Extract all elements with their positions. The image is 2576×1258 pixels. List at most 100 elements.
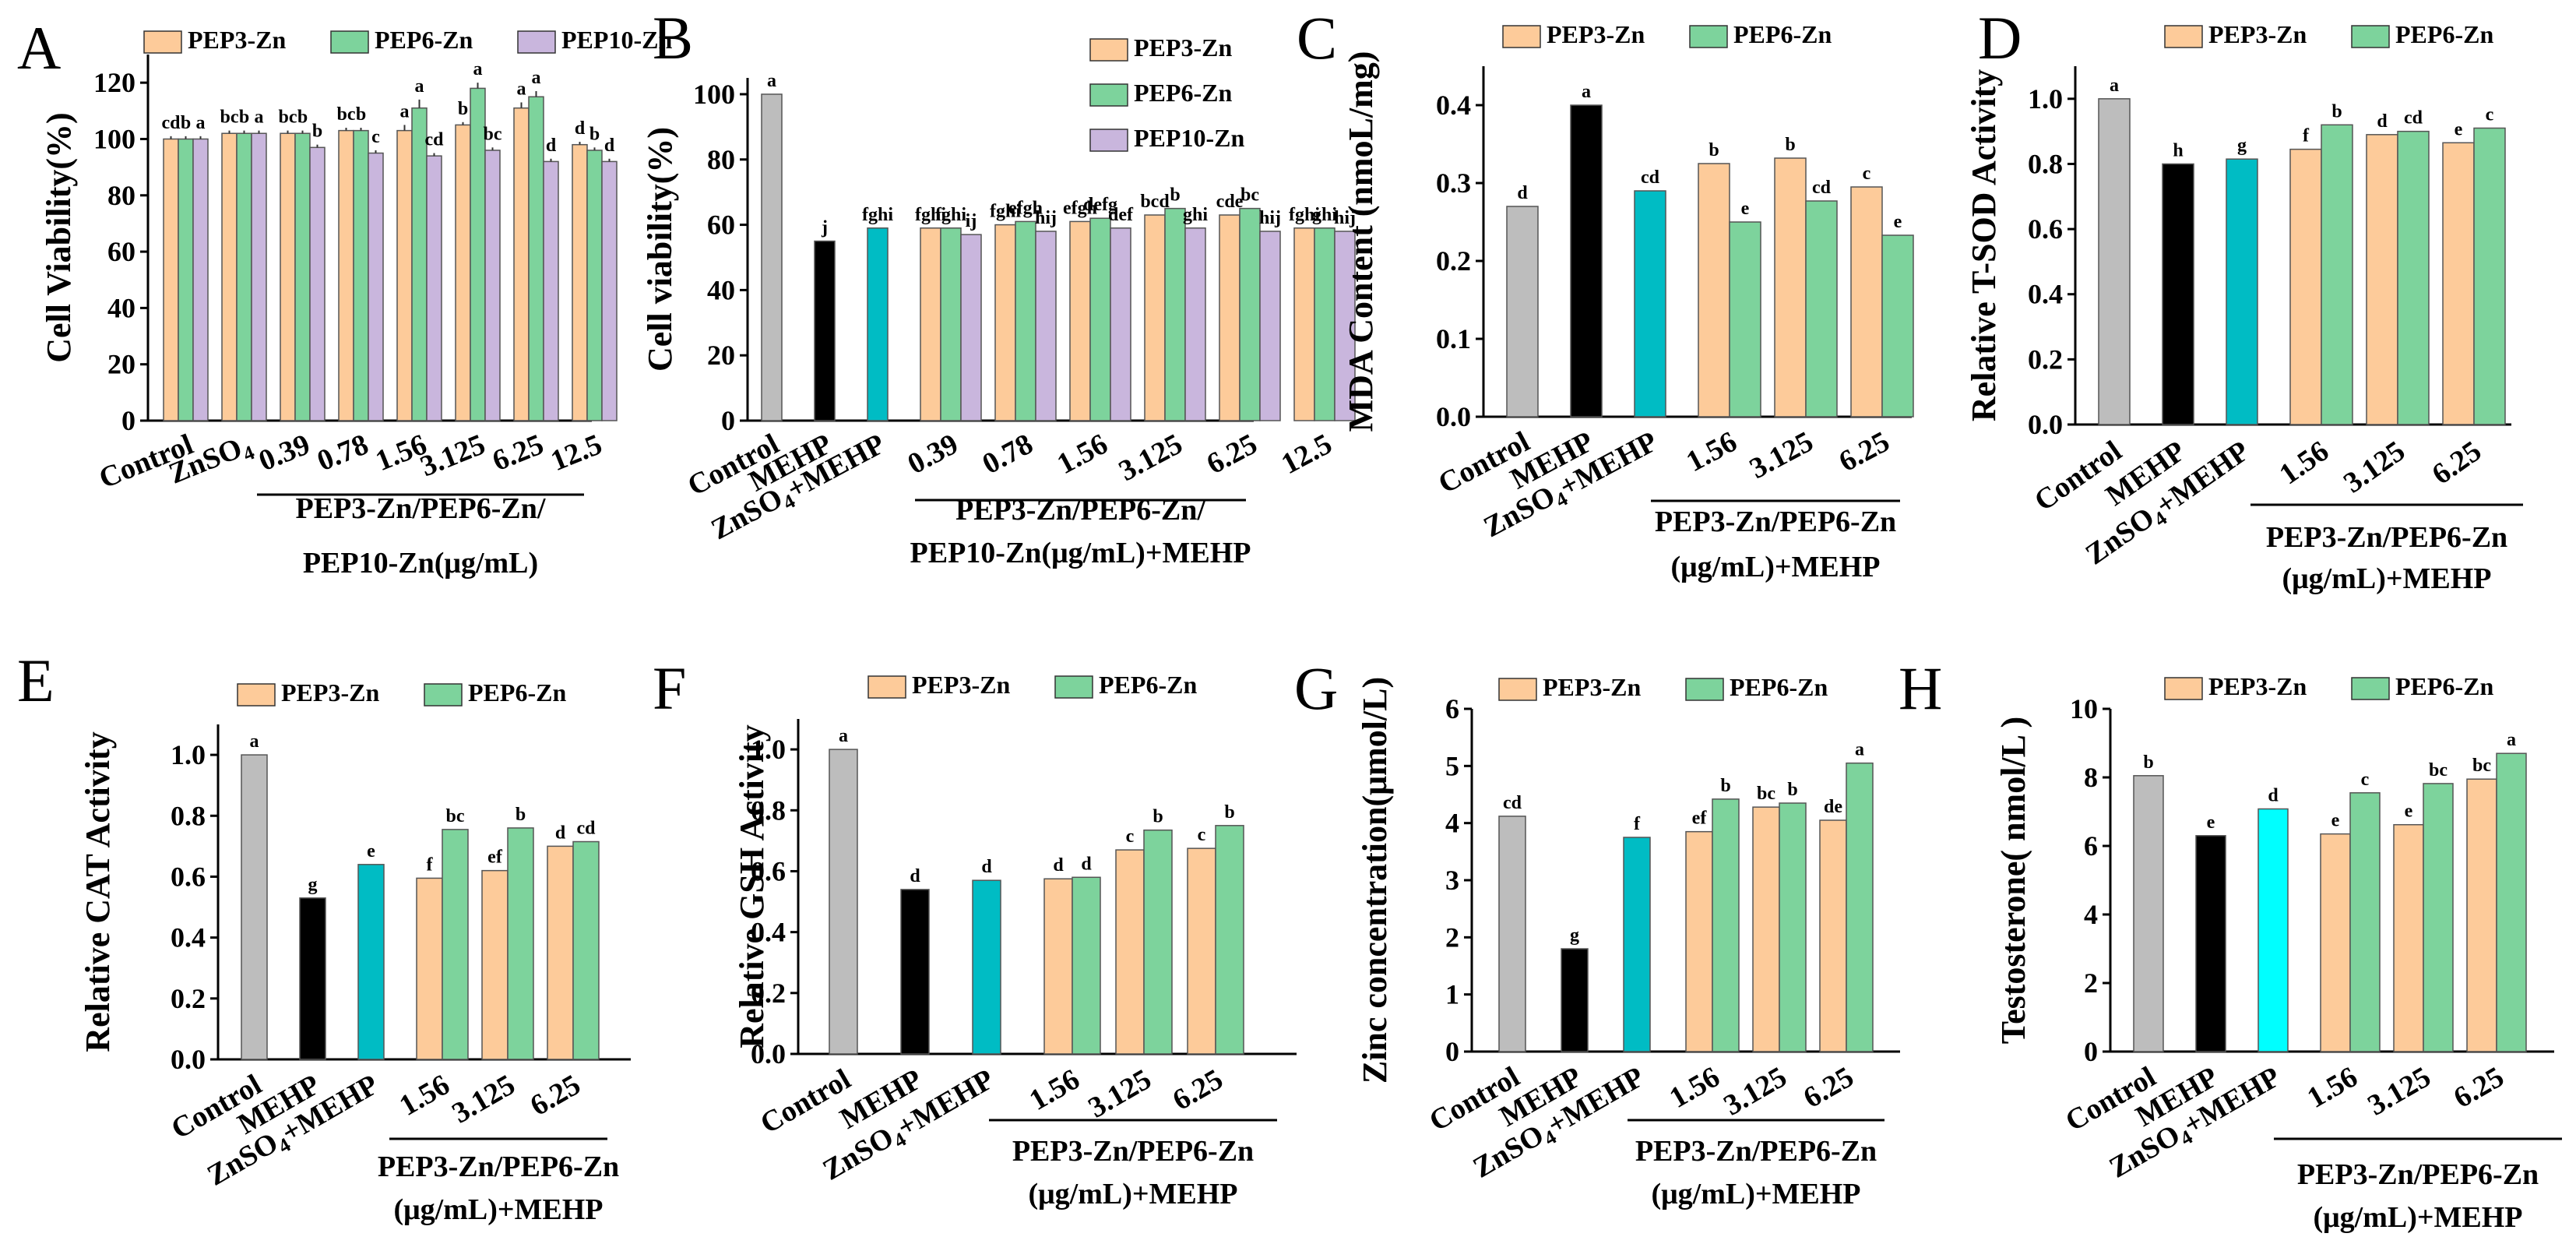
significance-label: e [2455,119,2463,139]
y-tick-label: 0.8 [2028,148,2063,179]
category-label: 3.125 [1082,1062,1156,1124]
bar-Control [2098,98,2131,425]
significance-label: a [839,726,848,746]
bar-PEP3-Zn [2320,833,2351,1052]
significance-label: ef [1692,809,1708,829]
group-label: PEP10-Zn(μg/mL) [303,547,538,580]
y-axis-label: Cell viability(%) [641,127,679,372]
significance-label: a [400,101,410,122]
y-axis-label: Relative GSH Activity [733,724,771,1048]
bar-Control [241,754,268,1060]
significance-label: bc [1757,784,1775,804]
y-tick-label: 1.0 [751,734,786,765]
significance-label: b [1153,807,1163,827]
y-tick-label: 20 [707,340,735,371]
significance-label: b [356,104,366,125]
panel-letter: E [17,647,55,714]
bar-PEP6-Zn [586,150,603,421]
y-tick-label: 1.0 [171,739,206,770]
significance-label: ghi [1183,205,1208,225]
bar-PEP6-Zn [1089,217,1111,421]
category-label: 3.125 [1718,1060,1792,1122]
category-label: 0.39 [254,428,314,477]
legend-label: PEP3-Zn [281,678,379,707]
category-label: 6.25 [1167,1062,1229,1117]
panel-letter: G [1294,654,1338,722]
y-tick-label: 60 [707,210,735,241]
significance-label: fghi [990,202,1021,222]
significance-label: b [297,107,308,128]
category-label: 0.78 [312,428,372,477]
y-tick-label: 120 [93,67,135,98]
bar-Control [1498,816,1526,1052]
significance-label: d [2377,111,2388,132]
y-tick-label: 6 [1445,693,1459,724]
category-label: 1.56 [1024,1062,1086,1117]
significance-label: g [1570,925,1579,946]
legend-swatch [2351,25,2390,48]
bar-PEP6-Zn [1072,876,1101,1055]
bar-MEHP [2162,163,2194,425]
category-label: 6.25 [487,428,547,477]
significance-label: fghi [1289,205,1320,225]
significance-label: d [575,118,586,139]
bar-PEP6-Zn [2321,124,2353,425]
significance-label: g [2237,136,2247,156]
significance-label: b [1720,776,1730,796]
bar-PEP10-Zn [251,132,267,421]
legend-label: PEP3-Zn [188,26,286,54]
group-label: PEP3-Zn/PEP6-Zn [2266,521,2507,554]
bar-PEP3-Zn [2466,778,2497,1052]
bar-Control [1506,206,1539,418]
y-tick-label: 0 [2084,1036,2098,1067]
bar-PEP10-Zn [601,160,618,421]
group-label: PEP3-Zn/PEP6-Zn [2297,1158,2539,1191]
category-label: 1.56 [2302,1060,2363,1115]
y-tick-label: 0.8 [751,795,786,826]
significance-label: c [2486,104,2494,125]
bar-PEP10-Zn [1184,227,1206,421]
y-tick-label: 0.4 [171,922,206,953]
panel-G: G 0 1 2 3 4 5 6 Zinc concentration(μmol/L) cd g f ef… [1294,654,1900,1210]
bar-MEHP [1570,104,1603,418]
y-axis-label: Testosterone( nmol/L ) [1994,717,2032,1044]
bar-PEP3-Zn [1698,163,1730,418]
significance-label: e [2331,811,2340,831]
legend-swatch [2164,677,2203,700]
bar-PEP6-Zn [572,840,600,1060]
bar-PEP3-Zn [280,132,296,421]
bar-PEP3-Zn [513,107,530,421]
bar-PEP3-Zn [455,124,471,421]
y-tick-label: 0.2 [2028,344,2063,375]
group-label: PEP3-Zn/PEP6-Zn/ [955,494,1205,527]
group-label: (μg/mL)+MEHP [1028,1178,1237,1210]
category-label: 12.5 [1276,428,1337,481]
legend-label: PEP6-Zn [1730,673,1828,701]
category-label: 6.25 [2448,1060,2510,1115]
y-tick-label: 5 [1445,750,1459,781]
legend-swatch [1089,83,1128,107]
y-tick-label: 0.2 [171,983,206,1014]
group-label: PEP3-Zn/PEP6-Zn [1635,1135,1877,1168]
bar-PEP3-Zn [1219,214,1240,421]
category-label: 6.25 [2426,435,2488,492]
legend-label: PEP3-Zn [2208,20,2307,48]
category-label: 6.25 [1798,1060,1860,1115]
panel-letter: F [653,654,686,722]
y-tick-label: 40 [107,292,135,323]
bar-PEP10-Zn [192,138,209,421]
bar-PEP3-Zn [1293,227,1315,421]
bar-PEP3-Zn [2393,823,2424,1052]
legend-label: PEP6-Zn [375,26,473,54]
significance-label: defg [1083,195,1117,215]
bar-PEP3-Zn [1043,878,1073,1055]
legend-label: PEP6-Zn [2395,20,2493,48]
significance-label: d [910,866,920,886]
significance-label: c [1126,826,1135,847]
significance-label: a [473,59,483,79]
significance-label: d [1053,855,1064,876]
significance-label: e [1894,212,1902,232]
y-tick-label: 0.4 [1436,90,1471,121]
significance-label: a [1855,740,1864,760]
category-label: Control [755,1062,856,1140]
